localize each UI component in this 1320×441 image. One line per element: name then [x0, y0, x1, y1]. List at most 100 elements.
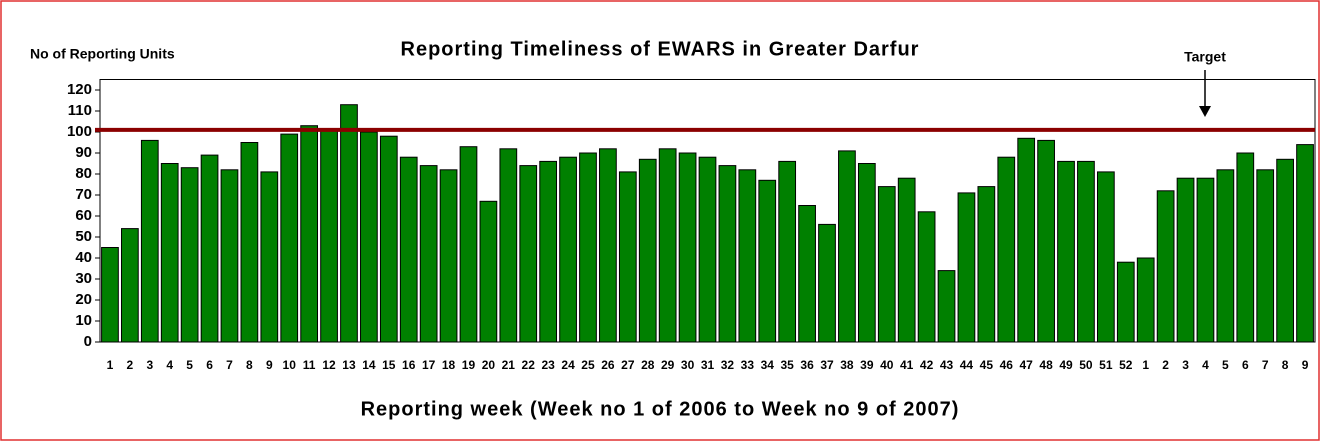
x-tick-label: 31 [701, 358, 715, 372]
x-tick-label: 18 [442, 358, 456, 372]
x-tick-label: 51 [1099, 358, 1113, 372]
bar [1196, 177, 1215, 343]
bar [1096, 171, 1115, 343]
x-tick-label: 8 [1282, 358, 1289, 372]
x-tick-label: 42 [920, 358, 934, 372]
bar [399, 156, 418, 343]
chart-title: Reporting Timeliness of EWARS in Greater… [401, 38, 920, 60]
x-tick-label: 2 [1162, 358, 1169, 372]
x-tick-label: 7 [226, 358, 233, 372]
bar [778, 160, 797, 343]
x-tick-label: 6 [1242, 358, 1249, 372]
x-tick-label: 3 [1182, 358, 1189, 372]
x-tick-label: 28 [641, 358, 655, 372]
bar [559, 156, 577, 343]
x-tick-label: 25 [581, 358, 595, 372]
x-tick-label: 16 [402, 358, 416, 372]
y-tick-label: 70 [75, 186, 92, 203]
bar [200, 154, 219, 343]
bar [758, 179, 777, 343]
x-tick-label: 35 [780, 358, 794, 372]
bar [1017, 137, 1036, 343]
y-tick-label: 60 [75, 207, 92, 224]
x-tick-label: 9 [266, 358, 273, 372]
bar [658, 148, 677, 343]
bar [300, 125, 319, 343]
bar [857, 163, 876, 343]
x-tick-label: 3 [146, 358, 153, 372]
bar [379, 135, 398, 343]
bar [320, 129, 338, 343]
bar [1057, 160, 1075, 343]
bar [439, 169, 458, 343]
x-tick-label: 24 [561, 358, 575, 372]
x-tick-label: 50 [1079, 358, 1093, 372]
bar [599, 148, 617, 343]
x-tick-label: 44 [960, 358, 974, 372]
y-tick-label: 90 [75, 144, 92, 161]
bar [180, 167, 199, 343]
x-tick-label: 22 [522, 358, 536, 372]
bar [738, 169, 757, 343]
x-tick-label: 5 [1222, 358, 1229, 372]
x-tick-label: 32 [721, 358, 735, 372]
x-tick-label: 5 [186, 358, 193, 372]
bar [101, 247, 119, 343]
bar [479, 200, 498, 343]
x-tick-label: 39 [860, 358, 874, 372]
bar [937, 270, 956, 343]
x-tick-label: 40 [880, 358, 894, 372]
x-tick-label: 11 [303, 358, 316, 372]
bar [798, 205, 816, 343]
bar [1037, 139, 1055, 343]
x-tick-label: 30 [681, 358, 695, 372]
target-arrowhead [1199, 106, 1211, 117]
bar [459, 146, 478, 343]
bar [1077, 160, 1095, 343]
x-tick-label: 46 [1000, 358, 1014, 372]
x-tick-label: 19 [462, 358, 476, 372]
y-tick-label: 10 [75, 312, 92, 329]
bar [838, 150, 856, 343]
bar [419, 165, 438, 343]
bar [698, 156, 717, 343]
x-tick-label: 20 [482, 358, 496, 372]
bar [260, 171, 279, 343]
bar [1116, 261, 1135, 343]
bar [280, 133, 299, 343]
bar [618, 171, 637, 343]
y-tick-label: 30 [75, 270, 92, 287]
x-tick-label: 43 [940, 358, 954, 372]
bar [140, 139, 159, 343]
x-tick-label: 1 [107, 358, 114, 372]
bar [1276, 158, 1294, 343]
bar [1236, 152, 1255, 343]
bar [1176, 177, 1195, 343]
x-tick-label: 7 [1262, 358, 1269, 372]
x-tick-label: 10 [283, 358, 297, 372]
x-tick-label: 48 [1039, 358, 1053, 372]
bar [897, 177, 916, 343]
bar [121, 228, 139, 343]
bar [997, 156, 1016, 343]
bar [1156, 190, 1175, 343]
bar [1296, 144, 1314, 343]
bar [340, 104, 358, 343]
x-tick-label: 52 [1119, 358, 1133, 372]
x-axis-title: Reporting week (Week no 1 of 2006 to Wee… [361, 398, 960, 420]
target-label: Target [1184, 49, 1226, 65]
x-tick-label: 27 [621, 358, 635, 372]
bar [539, 160, 558, 343]
x-tick-label: 21 [502, 358, 516, 372]
x-tick-label: 8 [246, 358, 253, 372]
y-tick-label: 120 [67, 81, 92, 98]
y-tick-label: 40 [75, 249, 92, 266]
x-tick-label: 33 [741, 358, 755, 372]
x-tick-label: 23 [541, 358, 555, 372]
x-tick-label: 38 [840, 358, 854, 372]
bar [360, 131, 378, 343]
x-tick-label: 1 [1142, 358, 1149, 372]
y-tick-label: 20 [75, 291, 92, 308]
